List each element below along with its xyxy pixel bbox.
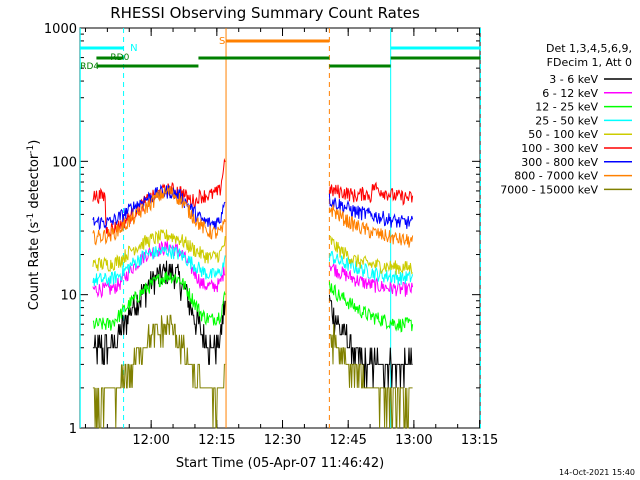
saa-label: S	[219, 36, 225, 47]
x-tick-label: 12:15	[198, 433, 235, 448]
series-line-25-50kev	[328, 250, 414, 285]
legend-label: 300 - 800 keV	[521, 156, 598, 169]
series-line-3-6kev	[328, 294, 413, 389]
x-tick-label: 12:45	[329, 433, 366, 448]
legend-label: 800 - 7000 keV	[514, 170, 598, 183]
series-line-100-300kev	[328, 181, 414, 206]
night-label: N	[130, 43, 137, 54]
legend-label: 6 - 12 keV	[542, 87, 598, 100]
flag-bars: N S RD0 RD4	[79, 28, 481, 428]
legend-header: FDecim 1, Att 0	[547, 56, 632, 69]
x-tick-label: 12:00	[132, 433, 169, 448]
series-line-7000-15000kev	[92, 314, 226, 429]
series-line-800-7000kev	[92, 185, 226, 246]
x-tick-label: 12:30	[264, 433, 301, 448]
series-line-50-100kev	[92, 229, 226, 272]
series-line-100-300kev	[92, 158, 226, 238]
y-axis-label: Count Rate (s-1 detector-1)	[26, 140, 42, 311]
legend-label: 12 - 25 keV	[535, 101, 598, 114]
chart-title: RHESSI Observing Summary Count Rates	[110, 4, 420, 22]
y-tick-label: 1	[69, 422, 77, 437]
x-axis-label: Start Time (05-Apr-07 11:46:42)	[176, 456, 384, 471]
series-line-7000-15000kev	[329, 324, 413, 429]
y-tick-label: 10	[60, 289, 77, 304]
footer-date: 14-Oct-2021 15:40	[559, 468, 635, 477]
rd0-label: RD0	[110, 53, 129, 63]
axes: 1 10 100 1000 12:00 12:15 12:30 12:45 13:00 13:15	[44, 22, 498, 448]
x-tick-label: 13:00	[395, 433, 432, 448]
legend-label: 100 - 300 keV	[521, 142, 598, 155]
y-tick-label: 1000	[44, 22, 77, 37]
series-line-12-25kev	[92, 271, 226, 331]
y-tick-label: 100	[52, 155, 77, 170]
legend: Det 1,3,4,5,6,9,FDecim 1, Att 0 3 - 6 keV…	[500, 42, 632, 196]
rd4-label: RD4	[80, 62, 99, 72]
legend-label: 50 - 100 keV	[528, 128, 598, 141]
series-lines	[92, 158, 414, 429]
legend-label: 7000 - 15000 keV	[500, 183, 598, 196]
x-tick-label: 13:15	[461, 433, 498, 448]
series-line-25-50kev	[92, 244, 226, 287]
plot-frame	[79, 27, 481, 429]
series-line-800-7000kev	[328, 204, 414, 248]
legend-header: Det 1,3,4,5,6,9,	[546, 42, 632, 55]
series-line-12-25kev	[328, 281, 414, 333]
series-line-50-100kev	[329, 235, 413, 275]
legend-label: 25 - 50 keV	[535, 114, 598, 127]
series-line-300-800kev	[92, 183, 226, 231]
legend-label: 3 - 6 keV	[549, 73, 598, 86]
